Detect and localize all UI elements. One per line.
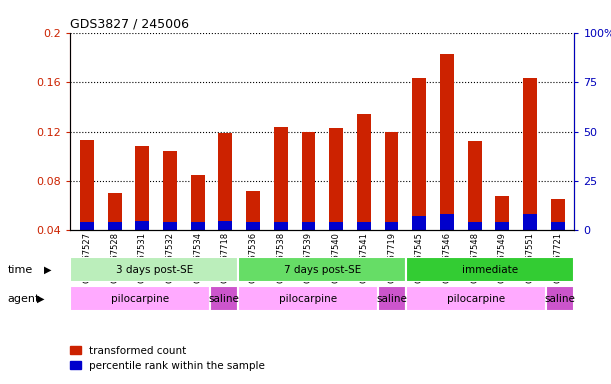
Bar <box>302 132 315 230</box>
Bar <box>210 286 238 311</box>
Bar <box>108 222 122 230</box>
Text: saline: saline <box>377 293 408 304</box>
Bar <box>357 114 371 230</box>
Text: time: time <box>7 265 32 275</box>
Text: pilocarpine: pilocarpine <box>447 293 505 304</box>
Bar <box>80 140 94 230</box>
Bar <box>136 146 149 230</box>
Bar <box>238 286 378 311</box>
Bar <box>70 257 238 282</box>
Bar <box>136 220 149 230</box>
Bar <box>70 286 210 311</box>
Bar <box>523 78 537 230</box>
Bar <box>496 196 509 230</box>
Bar <box>329 222 343 230</box>
Text: 3 days post-SE: 3 days post-SE <box>115 265 193 275</box>
Bar <box>384 222 398 230</box>
Bar <box>163 151 177 230</box>
Bar <box>246 222 260 230</box>
Text: saline: saline <box>545 293 576 304</box>
Text: pilocarpine: pilocarpine <box>111 293 169 304</box>
Bar <box>467 222 481 230</box>
Bar <box>412 215 426 230</box>
Bar <box>80 222 94 230</box>
Bar <box>546 286 574 311</box>
Bar <box>274 127 288 230</box>
Bar <box>406 286 546 311</box>
Bar <box>357 222 371 230</box>
Text: ▶: ▶ <box>44 265 51 275</box>
Text: immediate: immediate <box>463 265 518 275</box>
Bar <box>191 175 205 230</box>
Bar <box>108 193 122 230</box>
Bar <box>523 214 537 230</box>
Text: saline: saline <box>209 293 240 304</box>
Legend: transformed count, percentile rank within the sample: transformed count, percentile rank withi… <box>67 341 269 375</box>
Text: ▶: ▶ <box>37 294 44 304</box>
Bar <box>219 220 232 230</box>
Bar <box>467 141 481 230</box>
Text: pilocarpine: pilocarpine <box>279 293 337 304</box>
Bar <box>496 222 509 230</box>
Bar <box>246 191 260 230</box>
Bar <box>191 222 205 230</box>
Bar <box>274 222 288 230</box>
Bar <box>440 54 454 230</box>
Text: GDS3827 / 245006: GDS3827 / 245006 <box>70 17 189 30</box>
Bar <box>551 222 565 230</box>
Text: agent: agent <box>7 294 40 304</box>
Bar <box>219 133 232 230</box>
Bar <box>302 222 315 230</box>
Bar <box>378 286 406 311</box>
Bar <box>412 78 426 230</box>
Bar <box>440 214 454 230</box>
Bar <box>406 257 574 282</box>
Text: 7 days post-SE: 7 days post-SE <box>284 265 361 275</box>
Bar <box>329 128 343 230</box>
Bar <box>163 222 177 230</box>
Bar <box>384 132 398 230</box>
Bar <box>551 200 565 230</box>
Bar <box>238 257 406 282</box>
